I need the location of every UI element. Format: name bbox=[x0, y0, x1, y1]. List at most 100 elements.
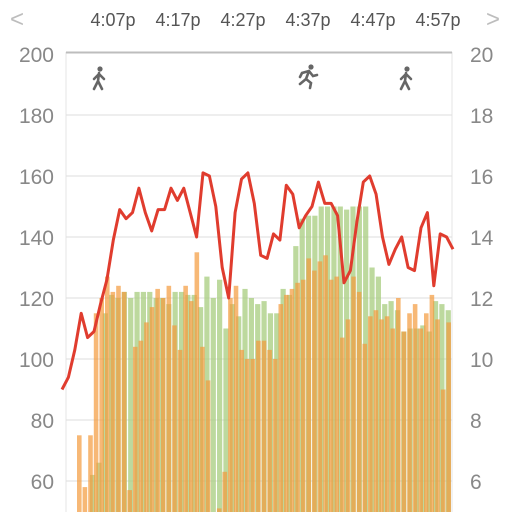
bar-orange bbox=[289, 288, 295, 512]
bar-orange bbox=[295, 282, 300, 512]
bar-green bbox=[280, 288, 286, 512]
bar-orange bbox=[149, 307, 155, 512]
bar-orange bbox=[82, 487, 88, 512]
right-axis-tick-label: 8 bbox=[470, 410, 482, 433]
chevron-right-icon: > bbox=[485, 6, 500, 33]
bar-orange bbox=[384, 316, 390, 512]
time-label: 4:07p bbox=[90, 10, 136, 30]
bar-orange bbox=[351, 276, 356, 512]
time-label: 4:27p bbox=[220, 10, 266, 30]
next-button[interactable]: > bbox=[486, 6, 500, 34]
bar-green bbox=[375, 276, 381, 512]
bar-orange bbox=[205, 380, 211, 512]
bar-orange bbox=[183, 285, 188, 512]
bar-orange bbox=[222, 471, 228, 512]
bar-orange bbox=[435, 319, 440, 512]
bar-orange bbox=[188, 301, 194, 512]
bar-orange bbox=[373, 310, 379, 512]
right-axis-tick-label: 18 bbox=[470, 105, 493, 128]
bar-orange bbox=[121, 291, 127, 512]
right-axis-tick-label: 6 bbox=[470, 471, 482, 494]
bar-orange bbox=[300, 279, 306, 512]
bar-orange bbox=[440, 389, 446, 512]
bar-orange bbox=[200, 346, 205, 512]
bar-orange bbox=[345, 319, 351, 512]
bar-green bbox=[140, 291, 147, 512]
bar-orange bbox=[160, 298, 166, 512]
bar-orange bbox=[284, 294, 289, 512]
bar-green bbox=[331, 206, 337, 512]
bar-orange bbox=[116, 285, 121, 512]
prev-button[interactable]: < bbox=[10, 6, 24, 34]
bar-orange bbox=[306, 258, 312, 512]
bar-green bbox=[223, 328, 229, 512]
bar-orange bbox=[233, 285, 239, 512]
bar-orange bbox=[99, 298, 104, 512]
bar-orange bbox=[261, 340, 267, 512]
time-label: 4:57p bbox=[415, 10, 461, 30]
bar-orange bbox=[88, 435, 93, 512]
bar-orange bbox=[401, 331, 407, 512]
bar-orange bbox=[194, 252, 200, 512]
left-axis-tick-label: 60 bbox=[31, 471, 54, 494]
left-axis-tick-label: 160 bbox=[19, 166, 54, 189]
bar-orange bbox=[127, 490, 132, 512]
running-icon bbox=[298, 64, 319, 90]
bar-orange bbox=[328, 279, 334, 512]
time-label: 4:47p bbox=[350, 10, 396, 30]
bar-green bbox=[217, 279, 223, 512]
bar-orange bbox=[166, 285, 172, 512]
bar-orange bbox=[312, 270, 317, 512]
right-axis-tick-label: 12 bbox=[470, 288, 493, 311]
bar-orange bbox=[144, 322, 149, 512]
bar-orange bbox=[110, 291, 116, 512]
bar-orange bbox=[424, 313, 429, 512]
left-axis-tick-label: 200 bbox=[19, 44, 54, 67]
bar-orange bbox=[446, 322, 451, 512]
bar-green bbox=[96, 462, 102, 512]
heart-rate-line bbox=[60, 171, 455, 391]
bar-orange bbox=[155, 288, 160, 512]
left-axis-tick-label: 120 bbox=[19, 288, 54, 311]
right-axis-tick-label: 20 bbox=[470, 44, 493, 67]
bar-orange bbox=[77, 435, 82, 512]
left-axis-tick-label: 140 bbox=[19, 227, 54, 250]
right-axis-tick-label: 10 bbox=[470, 349, 493, 372]
bar-orange bbox=[239, 349, 244, 512]
left-axis-tick-label: 80 bbox=[31, 410, 54, 433]
time-axis: 4:07p 4:17p 4:27p 4:37p 4:47p 4:57p bbox=[0, 10, 512, 34]
bar-orange bbox=[323, 255, 328, 512]
bar-orange bbox=[429, 294, 435, 512]
left-axis-tick-label: 100 bbox=[19, 349, 54, 372]
bar-orange bbox=[216, 508, 222, 512]
time-label: 4:17p bbox=[155, 10, 201, 30]
bar-orange bbox=[177, 349, 183, 512]
bar-green bbox=[236, 316, 242, 512]
bar-orange bbox=[368, 316, 373, 512]
walking-icon bbox=[399, 66, 413, 91]
bar-green bbox=[191, 294, 197, 512]
bar-green bbox=[382, 304, 388, 512]
walking-icon bbox=[92, 66, 106, 91]
right-axis-tick-label: 14 bbox=[470, 227, 494, 250]
right-axis-tick-label: 16 bbox=[470, 166, 493, 189]
bar-orange bbox=[379, 319, 384, 512]
bar-orange bbox=[334, 276, 340, 512]
bar-orange bbox=[138, 340, 144, 512]
bar-orange bbox=[93, 313, 99, 512]
bar-orange bbox=[412, 304, 418, 512]
bar-orange bbox=[418, 328, 424, 512]
bar-orange bbox=[407, 313, 412, 512]
bar-orange bbox=[256, 340, 261, 512]
bar-orange bbox=[104, 276, 110, 512]
bar-orange bbox=[250, 359, 256, 512]
bar-green bbox=[210, 298, 216, 512]
bar-orange bbox=[272, 359, 278, 512]
bar-orange bbox=[172, 325, 177, 512]
time-label: 4:37p bbox=[285, 10, 331, 30]
bar-green bbox=[128, 298, 134, 512]
bar-orange bbox=[362, 343, 368, 512]
left-axis-tick-label: 180 bbox=[19, 105, 54, 128]
bar-orange bbox=[396, 298, 401, 512]
